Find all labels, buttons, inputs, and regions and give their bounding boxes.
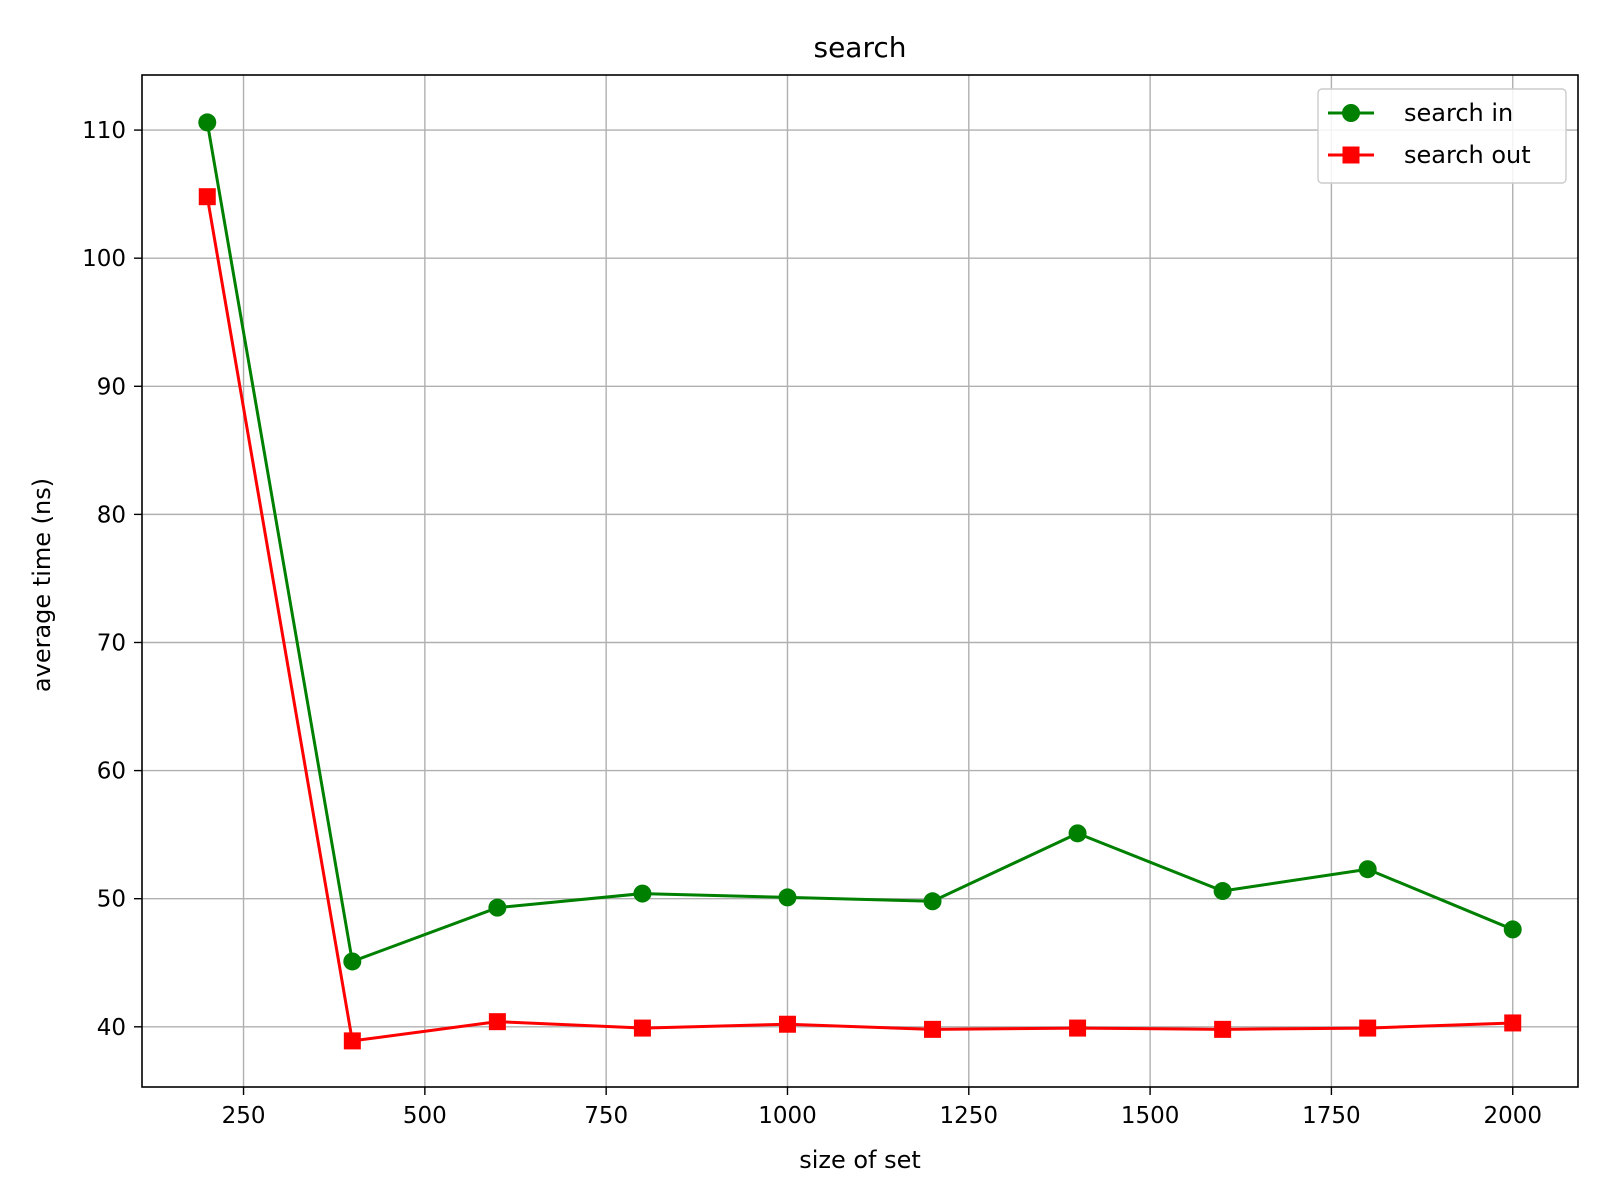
- axis-ticks: 250 500 750 1000 1250 1500 1750 2000 40 50 60 70 80 9…: [82, 118, 1542, 1129]
- x-tick-label: 1750: [1302, 1103, 1361, 1129]
- x-axis-label: size of set: [799, 1146, 921, 1174]
- chart-title: search: [813, 31, 906, 64]
- y-tick-label: 90: [97, 374, 126, 400]
- legend-marker-square: [1342, 146, 1360, 164]
- legend-label: search in: [1404, 99, 1513, 127]
- legend-box: [1317, 88, 1567, 184]
- x-tick-label: 1250: [940, 1103, 999, 1129]
- data-point-circle: [778, 888, 797, 907]
- data-point-circle: [1503, 920, 1522, 939]
- series-line: [205, 196, 1513, 1043]
- y-tick-label: 80: [97, 502, 126, 528]
- series-layer: [198, 113, 1522, 1050]
- data-point-square: [1069, 1019, 1087, 1037]
- x-tick-label: 1000: [758, 1103, 817, 1129]
- data-point-circle: [343, 952, 362, 971]
- data-point-circle: [198, 113, 217, 132]
- y-tick-label: 100: [82, 246, 126, 272]
- plot-frame: [141, 74, 1579, 1088]
- y-axis-label: average time (ns): [28, 478, 56, 692]
- x-tick-label: 500: [403, 1103, 447, 1129]
- x-tick-label: 250: [222, 1103, 266, 1129]
- data-point-square: [1504, 1014, 1522, 1032]
- x-tick-label: 1500: [1121, 1103, 1180, 1129]
- x-tick-label: 2000: [1483, 1103, 1542, 1129]
- data-point-circle: [633, 884, 652, 903]
- y-tick-label: 110: [82, 118, 126, 144]
- data-point-square: [633, 1019, 651, 1037]
- data-point-square: [924, 1020, 942, 1038]
- legend: search in search out: [1317, 88, 1567, 184]
- series-search-out: [198, 188, 1522, 1050]
- data-point-square: [778, 1015, 796, 1033]
- y-tick-label: 60: [97, 759, 126, 785]
- y-tick-label: 50: [97, 887, 126, 913]
- data-point-square: [1214, 1020, 1232, 1038]
- y-tick-label: 40: [97, 1015, 126, 1041]
- series-search-in: [198, 113, 1522, 971]
- y-tick-label: 70: [97, 630, 126, 656]
- x-tick-label: 750: [584, 1103, 628, 1129]
- legend-marker-circle: [1342, 104, 1360, 122]
- legend-label: search out: [1404, 141, 1531, 169]
- data-point-circle: [488, 898, 507, 917]
- data-point-circle: [1358, 860, 1377, 879]
- data-point-circle: [923, 892, 942, 911]
- data-point-circle: [1068, 824, 1087, 843]
- data-point-square: [343, 1032, 361, 1050]
- data-point-square: [488, 1013, 506, 1031]
- data-point-square: [198, 188, 216, 206]
- data-point-square: [1359, 1019, 1377, 1037]
- series-line: [205, 122, 1514, 963]
- data-point-circle: [1213, 882, 1232, 901]
